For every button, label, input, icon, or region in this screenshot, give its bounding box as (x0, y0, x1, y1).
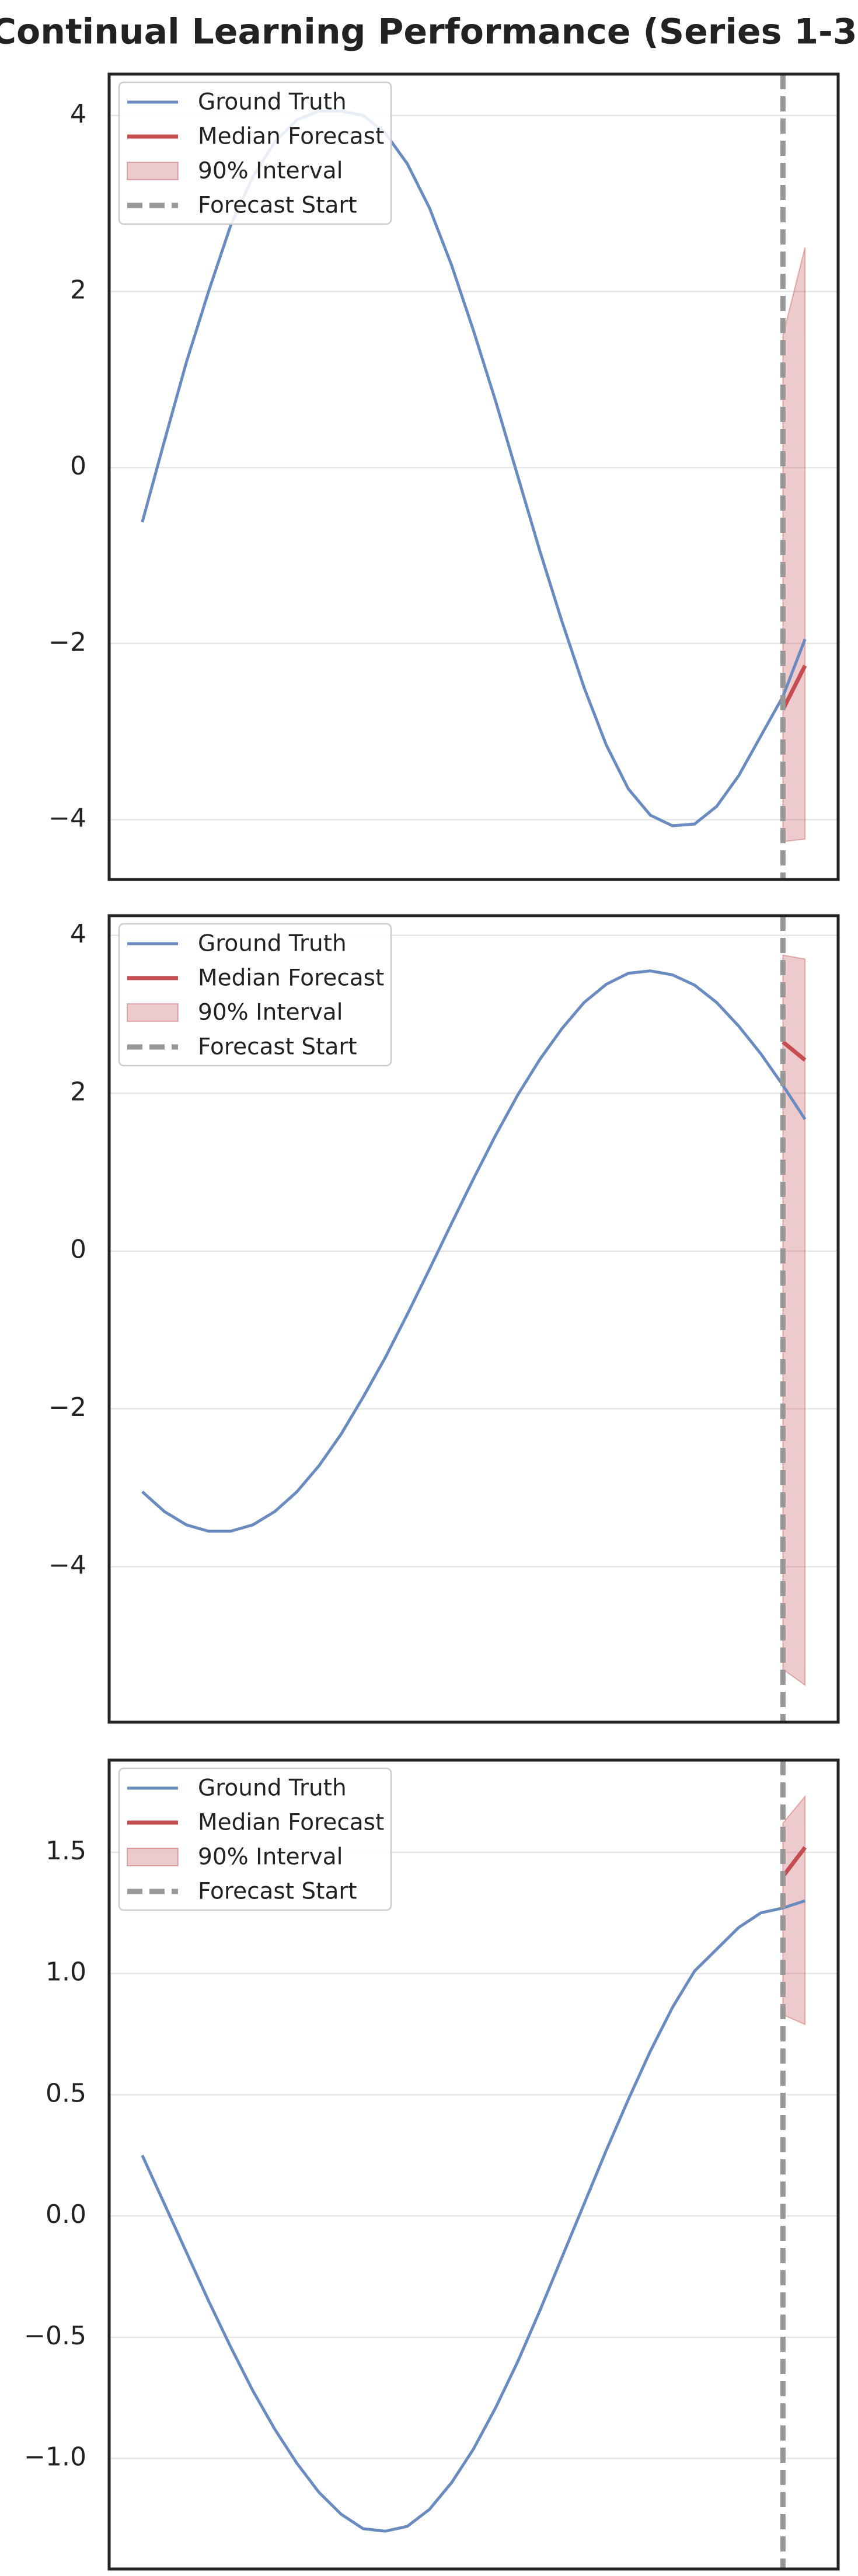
interval-band (782, 954, 806, 1687)
y-tick-label: −2 (48, 627, 86, 657)
legend-label: Forecast Start (198, 193, 357, 219)
y-tick-label: 0 (70, 1235, 86, 1265)
legend-label: Ground Truth (198, 931, 347, 957)
y-tick-label: 2 (70, 1077, 86, 1107)
legend-label: Median Forecast (198, 1810, 384, 1836)
axes-frame (107, 914, 840, 1724)
legend-label: 90% Interval (198, 158, 343, 184)
y-tick-label: 0.0 (46, 2200, 86, 2229)
y-tick-label: 0 (70, 451, 86, 481)
axes-frame (107, 72, 840, 881)
legend-box (118, 81, 392, 225)
y-tick-label: −0.5 (24, 2321, 86, 2351)
y-tick-label: −4 (48, 1551, 86, 1580)
forecast-line (781, 1846, 807, 1878)
legend-label: Ground Truth (198, 1775, 347, 1802)
y-tick-label: 4 (70, 919, 86, 949)
legend-label: 90% Interval (198, 1844, 343, 1870)
legend: Ground Truth Median Forecast 90% Interval F… (118, 923, 392, 1067)
forecast-line (781, 664, 807, 711)
legend-swatch (127, 162, 179, 180)
plot (141, 916, 807, 1722)
forecast-line (782, 1040, 807, 1062)
legend-label: 90% Interval (198, 1000, 343, 1026)
plot (141, 1760, 807, 2569)
interval-band (782, 1795, 806, 2026)
y-tick-label: 0.5 (46, 2078, 86, 2108)
y-tick-label: 4 (70, 99, 86, 129)
legend: Ground Truth Median Forecast 90% Interval F… (118, 1767, 392, 1911)
legend-label: Forecast Start (198, 1034, 357, 1060)
y-tick-label: −1.0 (24, 2442, 86, 2472)
legend-box (118, 1767, 392, 1911)
legend-label: Median Forecast (198, 965, 384, 992)
figure-title: Continual Learning Performance (Series 1… (0, 12, 858, 53)
legend-box (118, 923, 392, 1067)
interval-band (782, 247, 806, 843)
y-tick-label: 1.5 (46, 1836, 86, 1866)
y-tick-label: −4 (48, 803, 86, 833)
legend-label: Median Forecast (198, 124, 384, 150)
ground-truth-line (141, 969, 807, 1533)
y-tick-label: 2 (70, 275, 86, 305)
legend-swatch (127, 1003, 179, 1022)
legend-label: Forecast Start (198, 1879, 357, 1905)
axes-frame (107, 1758, 840, 2571)
legend-label: Ground Truth (198, 89, 347, 116)
ground-truth-line (141, 1899, 806, 2533)
y-tick-label: 1.0 (46, 1957, 86, 1987)
legend: Ground Truth Median Forecast 90% Interval F… (118, 81, 392, 225)
legend-swatch (127, 1848, 179, 1866)
y-tick-label: −2 (48, 1392, 86, 1422)
